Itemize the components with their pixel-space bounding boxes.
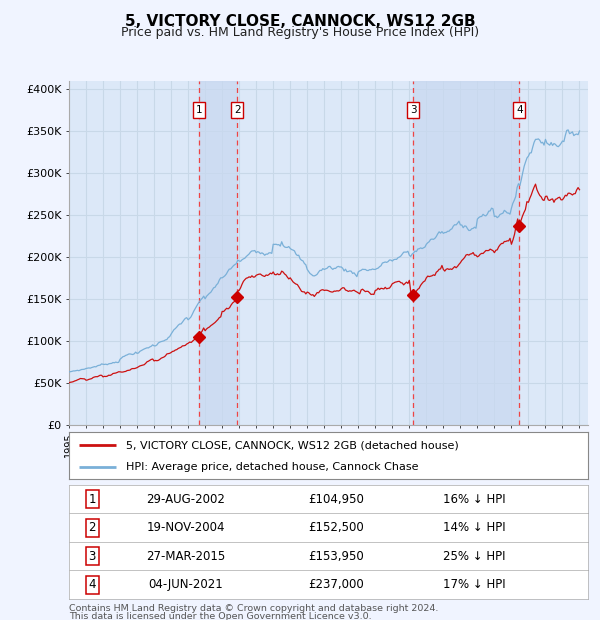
Text: 4: 4 [89, 578, 96, 591]
Text: Price paid vs. HM Land Registry's House Price Index (HPI): Price paid vs. HM Land Registry's House … [121, 26, 479, 39]
Text: 27-MAR-2015: 27-MAR-2015 [146, 550, 226, 562]
Text: 3: 3 [410, 105, 416, 115]
Text: 17% ↓ HPI: 17% ↓ HPI [443, 578, 505, 591]
Text: 29-AUG-2002: 29-AUG-2002 [146, 493, 225, 505]
Text: £152,500: £152,500 [308, 521, 364, 534]
Text: £104,950: £104,950 [308, 493, 364, 505]
Text: 1: 1 [89, 493, 96, 505]
Text: HPI: Average price, detached house, Cannock Chase: HPI: Average price, detached house, Cann… [126, 462, 419, 472]
Text: 5, VICTORY CLOSE, CANNOCK, WS12 2GB (detached house): 5, VICTORY CLOSE, CANNOCK, WS12 2GB (det… [126, 440, 459, 450]
Text: 14% ↓ HPI: 14% ↓ HPI [443, 521, 505, 534]
Text: 04-JUN-2021: 04-JUN-2021 [148, 578, 223, 591]
Text: 3: 3 [89, 550, 96, 562]
Text: 5, VICTORY CLOSE, CANNOCK, WS12 2GB: 5, VICTORY CLOSE, CANNOCK, WS12 2GB [125, 14, 475, 29]
Text: 2: 2 [89, 521, 96, 534]
Text: £237,000: £237,000 [308, 578, 364, 591]
Bar [413, 81, 519, 425]
Text: 1: 1 [196, 105, 202, 115]
Text: 25% ↓ HPI: 25% ↓ HPI [443, 550, 505, 562]
Text: Contains HM Land Registry data © Crown copyright and database right 2024.: Contains HM Land Registry data © Crown c… [69, 604, 439, 613]
Text: 4: 4 [516, 105, 523, 115]
Bar [199, 81, 237, 425]
Text: 19-NOV-2004: 19-NOV-2004 [146, 521, 225, 534]
Text: This data is licensed under the Open Government Licence v3.0.: This data is licensed under the Open Gov… [69, 612, 371, 620]
Text: 2: 2 [234, 105, 241, 115]
Text: £153,950: £153,950 [308, 550, 364, 562]
Text: 16% ↓ HPI: 16% ↓ HPI [443, 493, 505, 505]
